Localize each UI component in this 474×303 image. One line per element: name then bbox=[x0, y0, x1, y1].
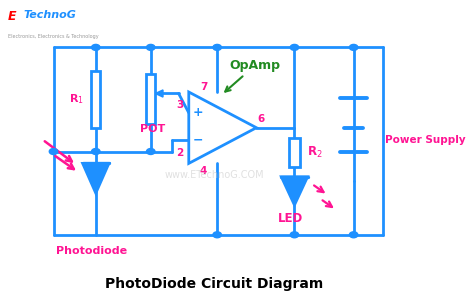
Circle shape bbox=[49, 148, 58, 155]
Text: Power Supply: Power Supply bbox=[385, 135, 466, 145]
Circle shape bbox=[91, 45, 100, 50]
Polygon shape bbox=[82, 163, 109, 193]
Text: TechnoG: TechnoG bbox=[23, 10, 76, 20]
Circle shape bbox=[213, 232, 221, 238]
Polygon shape bbox=[282, 177, 308, 205]
Circle shape bbox=[146, 45, 155, 50]
Text: www.ETechnoG.COM: www.ETechnoG.COM bbox=[164, 170, 264, 180]
FancyBboxPatch shape bbox=[91, 71, 100, 128]
Text: R$_2$: R$_2$ bbox=[307, 145, 322, 160]
FancyBboxPatch shape bbox=[146, 75, 155, 125]
Text: PhotoDiode Circuit Diagram: PhotoDiode Circuit Diagram bbox=[105, 277, 323, 291]
Text: POT: POT bbox=[140, 125, 165, 135]
Text: 6: 6 bbox=[257, 114, 264, 124]
Text: +: + bbox=[193, 106, 203, 119]
Circle shape bbox=[213, 45, 221, 50]
Circle shape bbox=[349, 232, 358, 238]
Text: OpAmp: OpAmp bbox=[225, 59, 281, 92]
Text: LED: LED bbox=[278, 212, 303, 225]
Circle shape bbox=[146, 148, 155, 155]
FancyBboxPatch shape bbox=[290, 138, 300, 167]
Text: 2: 2 bbox=[176, 148, 183, 158]
Polygon shape bbox=[189, 92, 256, 163]
Circle shape bbox=[349, 45, 358, 50]
Circle shape bbox=[290, 232, 299, 238]
Circle shape bbox=[290, 45, 299, 50]
Circle shape bbox=[91, 148, 100, 155]
Text: Photodiode: Photodiode bbox=[56, 246, 127, 256]
Text: 7: 7 bbox=[200, 82, 207, 92]
Polygon shape bbox=[155, 90, 163, 97]
Text: 3: 3 bbox=[176, 100, 183, 110]
Text: E: E bbox=[8, 10, 16, 23]
Text: −: − bbox=[193, 133, 203, 146]
Text: R$_1$: R$_1$ bbox=[69, 92, 84, 106]
Text: Electronics, Electronics & Technology: Electronics, Electronics & Technology bbox=[8, 34, 99, 39]
Text: 4: 4 bbox=[200, 166, 207, 176]
